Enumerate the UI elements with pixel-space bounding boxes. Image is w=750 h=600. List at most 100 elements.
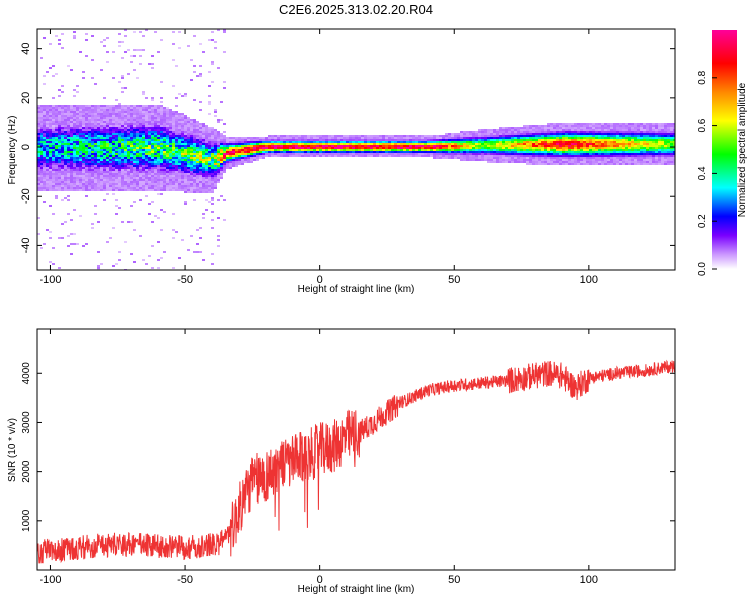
heatmap-cell [202, 213, 205, 215]
heatmap-cell [127, 177, 130, 179]
heatmap-cell [634, 139, 637, 141]
heatmap-cell [115, 179, 118, 181]
heatmap-cell [37, 159, 40, 161]
heatmap-cell [460, 143, 463, 145]
heatmap-cell [412, 143, 415, 145]
heatmap-cell [148, 145, 151, 147]
heatmap-cell [61, 109, 64, 111]
heatmap-cell [49, 123, 52, 125]
heatmap-cell [157, 151, 160, 153]
heatmap-cell [256, 155, 259, 157]
heatmap-cell [136, 159, 139, 161]
heatmap-cell [400, 153, 403, 155]
heatmap-cell [433, 143, 436, 145]
heatmap-cell [208, 127, 211, 129]
heatmap-cell [511, 161, 514, 163]
heatmap-cell [85, 185, 88, 187]
heatmap-cell [232, 159, 235, 161]
heatmap-cell [529, 161, 532, 163]
heatmap-cell [112, 131, 115, 133]
heatmap-cell [118, 115, 121, 117]
heatmap-cell [40, 119, 43, 121]
heatmap-cell [532, 131, 535, 133]
heatmap-cell [637, 157, 640, 159]
heatmap-cell [76, 91, 79, 93]
heatmap-cell [646, 159, 649, 161]
heatmap-cell [544, 133, 547, 135]
heatmap-cell [139, 133, 142, 135]
heatmap-cell [223, 219, 226, 221]
heatmap-cell [574, 139, 577, 141]
heatmap-cell [97, 115, 100, 117]
heatmap-cell [196, 131, 199, 133]
heatmap-cell [334, 155, 337, 157]
heatmap-cell [73, 175, 76, 177]
heatmap-cell [256, 145, 259, 147]
heatmap-cell [76, 141, 79, 143]
heatmap-cell [184, 125, 187, 127]
heatmap-cell [220, 159, 223, 161]
heatmap-cell [67, 161, 70, 163]
heatmap-cell [193, 181, 196, 183]
heatmap-cell [580, 153, 583, 155]
heatmap-cell [544, 151, 547, 153]
heatmap-cell [205, 125, 208, 127]
heatmap-cell [67, 109, 70, 111]
heatmap-cell [181, 161, 184, 163]
heatmap-cell [430, 139, 433, 141]
heatmap-cell [490, 159, 493, 161]
heatmap-cell [286, 141, 289, 143]
heatmap-cell [592, 143, 595, 145]
heatmap-cell [142, 159, 145, 161]
heatmap-cell [163, 159, 166, 161]
heatmap-cell [100, 147, 103, 149]
heatmap-cell [124, 133, 127, 135]
heatmap-cell [157, 241, 160, 243]
heatmap-cell [139, 151, 142, 153]
heatmap-cell [613, 147, 616, 149]
heatmap-cell [199, 139, 202, 141]
heatmap-cell [634, 149, 637, 151]
heatmap-cell [208, 155, 211, 157]
heatmap-cell [166, 165, 169, 167]
heatmap-cell [547, 155, 550, 157]
heatmap-cell [577, 155, 580, 157]
heatmap-cell [568, 143, 571, 145]
heatmap-cell [109, 111, 112, 113]
heatmap-cell [583, 133, 586, 135]
heatmap-cell [76, 161, 79, 163]
heatmap-cell [367, 147, 370, 149]
heatmap-cell [628, 127, 631, 129]
heatmap-cell [214, 109, 217, 111]
heatmap-cell [424, 135, 427, 137]
heatmap-cell [151, 67, 154, 69]
heatmap-cell [127, 167, 130, 169]
heatmap-cell [520, 149, 523, 151]
heatmap-cell [136, 187, 139, 189]
heatmap-cell [484, 151, 487, 153]
heatmap-cell [112, 185, 115, 187]
heatmap-cell [109, 185, 112, 187]
heatmap-cell [547, 147, 550, 149]
heatmap-cell [427, 151, 430, 153]
heatmap-cell [613, 145, 616, 147]
heatmap-cell [322, 151, 325, 153]
heatmap-cell [145, 263, 148, 265]
heatmap-cell [199, 227, 202, 229]
heatmap-cell [499, 139, 502, 141]
heatmap-cell [190, 123, 193, 125]
heatmap-cell [529, 131, 532, 133]
heatmap-cell [178, 123, 181, 125]
heatmap-cell [373, 139, 376, 141]
heatmap-cell [418, 143, 421, 145]
heatmap-cell [619, 161, 622, 163]
heatmap-cell [565, 149, 568, 151]
heatmap-cell [154, 31, 157, 33]
heatmap-cell [61, 165, 64, 167]
heatmap-cell [109, 173, 112, 175]
heatmap-cell [307, 155, 310, 157]
heatmap-cell [316, 141, 319, 143]
heatmap-cell [541, 159, 544, 161]
heatmap-cell [625, 123, 628, 125]
heatmap-cell [127, 153, 130, 155]
